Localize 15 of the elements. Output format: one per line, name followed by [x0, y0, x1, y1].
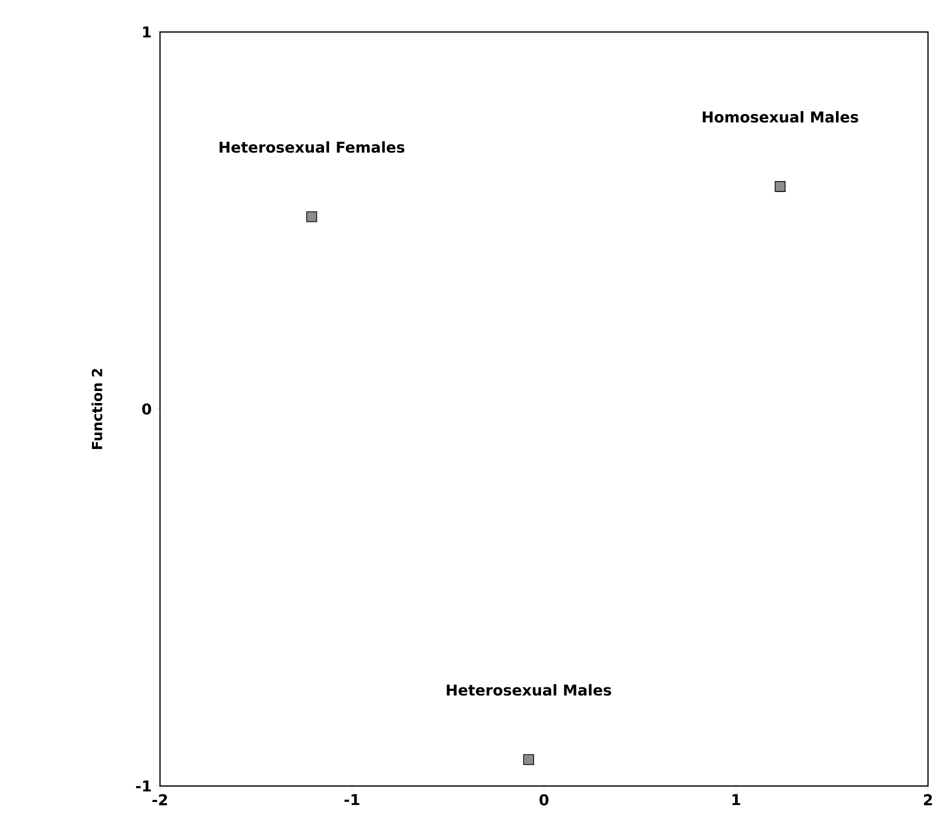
- point: [523, 754, 534, 765]
- x-tick-label: -1: [344, 794, 360, 806]
- y-tick-label: 0: [142, 403, 152, 415]
- y-tick-label: -1: [136, 780, 151, 792]
- x-tick-label: 0: [540, 794, 548, 806]
- annotation: Heterosexual Females: [220, 141, 404, 153]
- annotation: Homosexual Males: [702, 111, 858, 123]
- y-tick-label: 1: [143, 26, 151, 38]
- x-tick-label: -2: [152, 794, 168, 806]
- y-axis-title: Function 2: [92, 368, 102, 449]
- annotation: Heterosexual Males: [446, 684, 612, 696]
- point: [774, 181, 786, 192]
- x-tick-label: 2: [924, 794, 932, 806]
- point: [306, 211, 318, 222]
- x-tick-label: 1: [732, 794, 740, 806]
